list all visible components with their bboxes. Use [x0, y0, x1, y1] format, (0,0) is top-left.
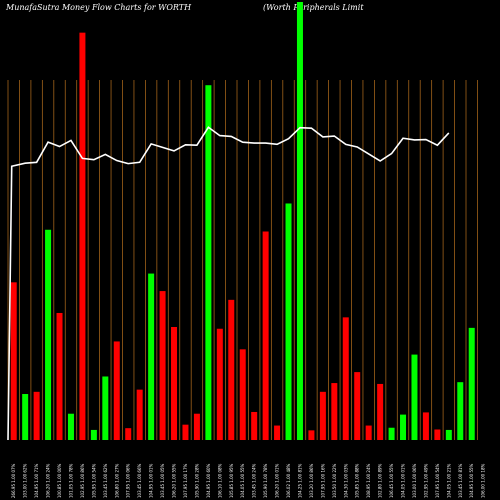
- money-flow-line: [7, 126, 450, 441]
- flow-bar: [125, 428, 132, 440]
- x-tick-label: 103.00 1.00 62%: [23, 463, 28, 498]
- x-tick-label: 104.05 1.00 55%: [240, 463, 245, 498]
- flow-bar: [457, 382, 464, 440]
- x-tick-label: 103.45 1.00 24%: [252, 463, 257, 498]
- flow-bar: [136, 389, 143, 440]
- x-tick-label: 103.45 1.00 05%: [160, 463, 165, 498]
- flow-bar: [274, 425, 281, 440]
- x-tick-label: 104.25 1.00 81%: [297, 463, 302, 498]
- gridlines: [7, 80, 478, 440]
- x-tick-label: 106.10 1.00 08%: [217, 463, 222, 498]
- flow-bar: [331, 383, 338, 440]
- flow-bar: [22, 394, 29, 440]
- flow-bar: [102, 376, 109, 440]
- flow-bar: [365, 425, 372, 440]
- flow-bar: [251, 411, 258, 440]
- flow-bar: [45, 229, 52, 440]
- flow-bar: [159, 291, 166, 440]
- x-tick-label: 106.45 1.00 55%: [389, 463, 394, 498]
- flow-bar: [90, 429, 97, 440]
- x-tick-label: 107.95 1.00 17%: [183, 463, 188, 498]
- flow-bar: [377, 383, 384, 440]
- x-tick-label: 266.95 1.00 07%: [11, 463, 16, 498]
- chart-subtitle: (Worth Peripherals Limit: [263, 3, 364, 12]
- x-tick-label: 107.95 1.00 16%: [320, 463, 325, 498]
- x-tick-label: 105.85 1.00 88%: [355, 463, 360, 498]
- x-tick-label: 106.20 1.00 24%: [46, 463, 51, 498]
- flow-bar: [354, 372, 361, 440]
- money-flow-bars: [10, 2, 475, 440]
- flow-bar: [67, 413, 74, 440]
- flow-bar: [171, 327, 178, 440]
- x-tick-label: 104.05 1.00 21%: [446, 463, 451, 498]
- x-tick-labels: 266.95 1.00 07% 103.00 1.00 62% 104.95 1.0…: [11, 463, 485, 498]
- x-tick-label: 103.45 1.00 62%: [103, 463, 108, 498]
- flow-bar: [216, 328, 223, 440]
- flow-bar: [56, 312, 63, 440]
- x-tick-label: 106.02 1.00 48%: [286, 463, 291, 498]
- x-tick-label: 103.45 1.00 66%: [137, 463, 142, 498]
- x-tick-label: 106.00 1.00 18%: [481, 463, 486, 498]
- x-tick-label: 106.20 1.00 01%: [275, 463, 280, 498]
- flow-bar: [193, 413, 200, 440]
- flow-bar: [434, 429, 441, 440]
- flow-bar: [296, 2, 303, 440]
- x-tick-label: 102.80 1.00 89%: [378, 463, 383, 498]
- x-tick-label: 105.85 1.00 95%: [229, 463, 234, 498]
- x-tick-label: 100.85 1.00 00%: [57, 463, 62, 498]
- x-tick-label: 105.95 1.00 54%: [91, 463, 96, 498]
- flow-bar: [113, 341, 120, 440]
- x-tick-label: 104.95 1.00 55%: [469, 463, 474, 498]
- flow-bar: [148, 273, 155, 440]
- x-tick-label: 104.95 1.00 01%: [149, 463, 154, 498]
- x-tick-label: 104.30 1.00 03%: [343, 463, 348, 498]
- x-tick-label: 105.90 1.00 78%: [263, 463, 268, 498]
- flow-bar: [468, 327, 475, 440]
- x-tick-label: 102.95 1.00 49%: [423, 463, 428, 498]
- flow-bar: [79, 32, 86, 440]
- x-tick-label: 104.95 1.00 60%: [206, 463, 211, 498]
- flow-bar: [228, 299, 235, 440]
- x-tick-label: 101.05 1.00 78%: [68, 463, 73, 498]
- flow-bar: [239, 349, 246, 440]
- x-tick-label: 104.95 1.00 71%: [34, 463, 39, 498]
- flow-bar: [308, 430, 315, 440]
- flow-bar: [342, 317, 349, 440]
- flow-bar: [319, 391, 326, 440]
- flow-bar: [262, 231, 269, 440]
- flow-bar: [445, 429, 452, 440]
- x-tick-label: 103.45 1.00 81%: [458, 463, 463, 498]
- x-tick-label: 107.95 1.00 06%: [126, 463, 131, 498]
- chart-title: MunafaSutra Money Flow Charts for WORTH: [5, 3, 192, 12]
- x-tick-label: 107.95 1.00 54%: [435, 463, 440, 498]
- x-tick-label: 105.90 1.00 28%: [194, 463, 199, 498]
- flow-bar: [411, 354, 418, 440]
- flow-bar: [182, 424, 189, 440]
- flow-bar: [422, 412, 429, 440]
- x-tick-label: 106.80 1.00 27%: [114, 463, 119, 498]
- flow-bar: [388, 427, 395, 440]
- flow-bar: [285, 203, 292, 440]
- x-tick-label: 104.05 1.00 01%: [401, 463, 406, 498]
- x-tick-label: 103.20 1.00 86%: [309, 463, 314, 498]
- x-tick-label: 102.95 1.00 86%: [80, 463, 85, 498]
- x-tick-label: 103.00 1.00 06%: [412, 463, 417, 498]
- flow-bar: [10, 282, 17, 440]
- x-tick-label: 106.20 1.00 55%: [172, 463, 177, 498]
- x-tick-label: 103.50 1.00 22%: [332, 463, 337, 498]
- flow-bar: [33, 391, 40, 440]
- flow-bar: [205, 85, 212, 440]
- flow-bar: [400, 414, 407, 440]
- x-tick-label: 108.95 1.00 24%: [366, 463, 371, 498]
